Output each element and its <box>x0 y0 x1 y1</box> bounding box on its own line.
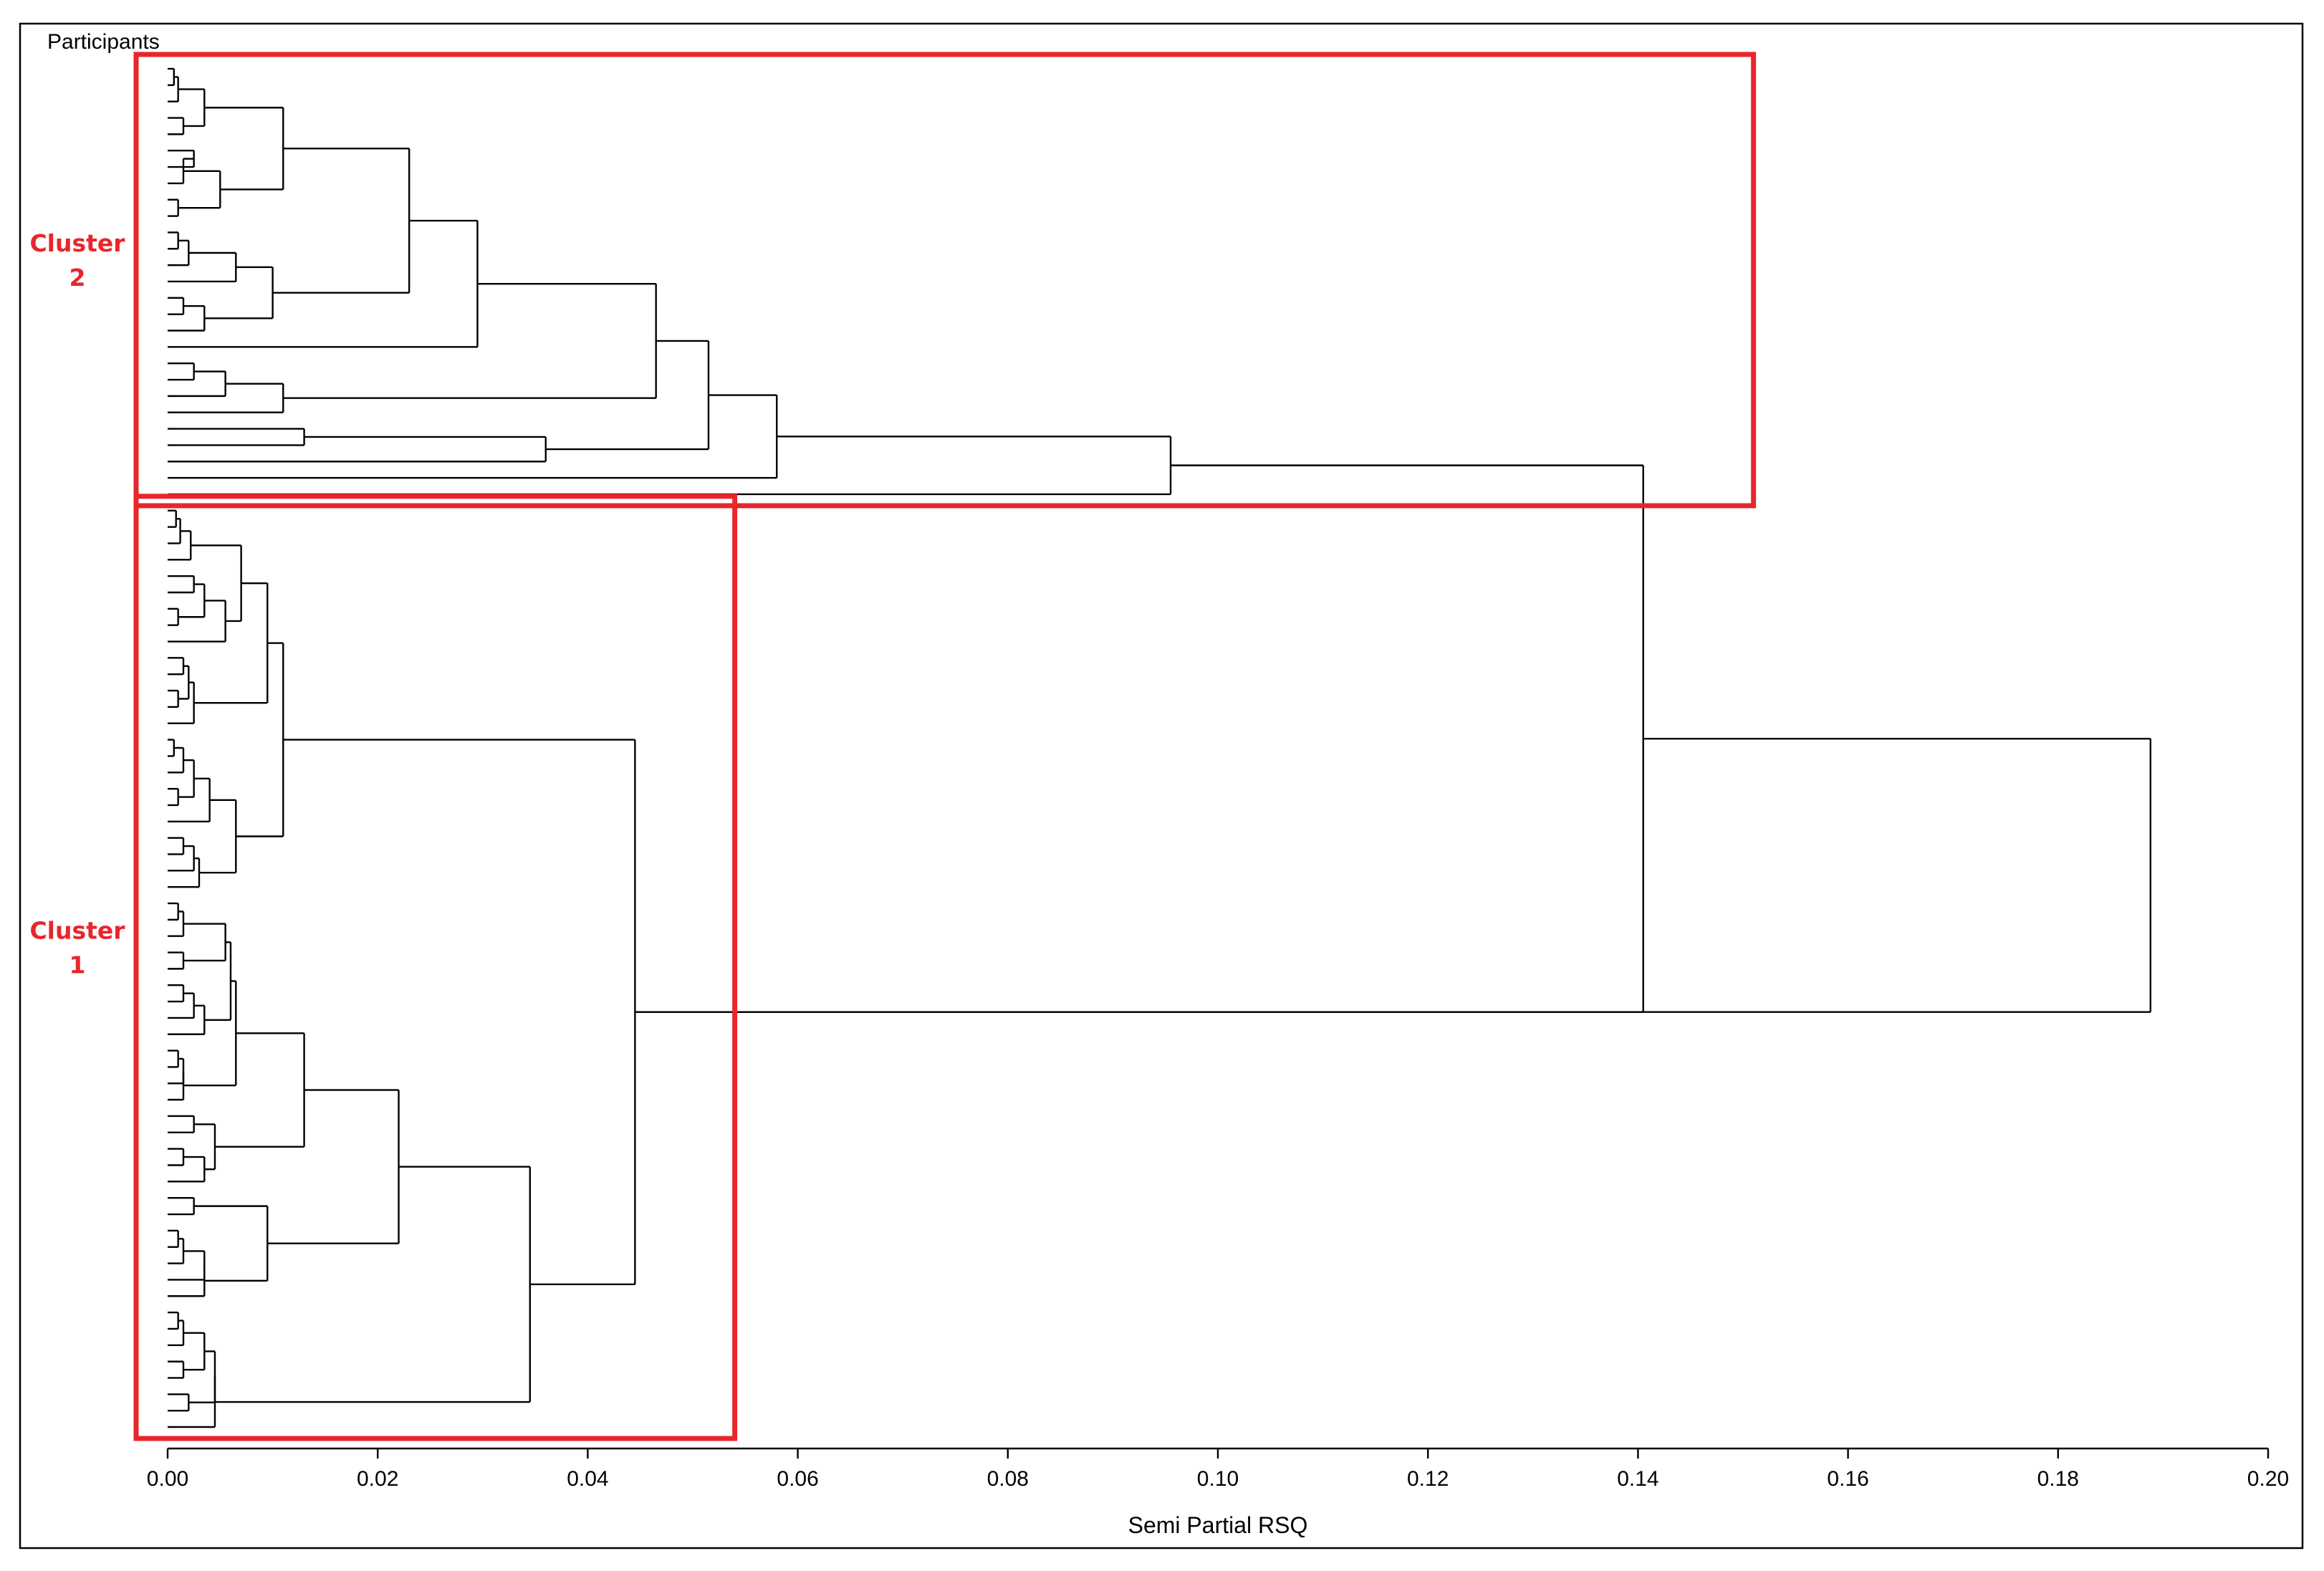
x-tick-label: 0.10 <box>1197 1467 1239 1491</box>
x-tick-label: 0.20 <box>2247 1467 2289 1491</box>
x-tick-label: 0.00 <box>147 1467 188 1491</box>
dendrogram-links <box>168 67 2152 1428</box>
x-tick-label: 0.12 <box>1407 1467 1449 1491</box>
x-tick-label: 0.06 <box>777 1467 818 1491</box>
cluster-number: 2 <box>69 264 86 292</box>
x-tick-label: 0.08 <box>987 1467 1029 1491</box>
cluster-box <box>133 52 1757 509</box>
x-tick-label: 0.14 <box>1617 1467 1658 1491</box>
x-tick-label: 0.18 <box>2037 1467 2079 1491</box>
cluster-box <box>133 494 738 1441</box>
cluster-number: 1 <box>69 951 86 979</box>
x-axis: 0.00 0.02 0.04 0.06 0.08 0.10 0.12 0.14 0.16 0.18… <box>147 1447 2289 1491</box>
outer-frame <box>19 22 2304 1550</box>
x-axis-label: Semi Partial RSQ <box>1128 1512 1308 1538</box>
cluster-label: Cluster <box>29 229 125 257</box>
cluster-annotations: Cluster 2 Cluster 1 <box>29 52 1757 1441</box>
x-tick-label: 0.04 <box>567 1467 608 1491</box>
x-tick-label: 0.02 <box>357 1467 398 1491</box>
cluster-label: Cluster <box>29 916 125 944</box>
x-tick-label: 0.16 <box>1827 1467 1868 1491</box>
y-axis-label: Participants <box>47 30 160 54</box>
